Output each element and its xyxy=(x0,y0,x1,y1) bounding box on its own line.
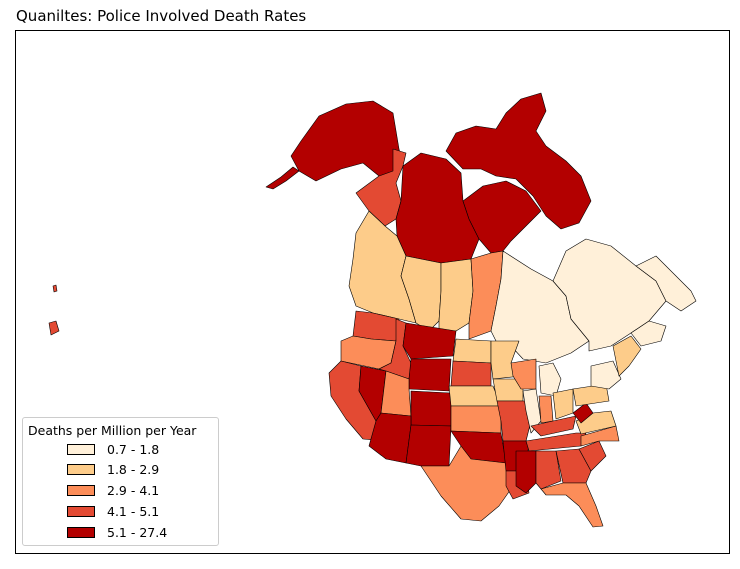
region-yukon xyxy=(355,148,407,227)
legend-swatch-q2 xyxy=(67,464,95,475)
region-utah xyxy=(380,370,412,417)
region-wisconsin xyxy=(510,358,537,390)
region-south-carolina xyxy=(578,440,607,472)
legend-item-q5: 5.1 - 27.4 xyxy=(67,525,217,540)
map-title: Quaniltes: Police Involved Death Rates xyxy=(16,7,307,25)
region-alaska xyxy=(290,100,404,182)
region-kentucky xyxy=(530,415,577,437)
region-colorado xyxy=(410,390,452,427)
legend-item-q3: 2.9 - 4.1 xyxy=(67,483,217,498)
region-south-dakota xyxy=(450,360,492,387)
region-wyoming xyxy=(408,358,452,392)
region-alabama xyxy=(535,450,562,490)
region-new-england xyxy=(612,335,642,377)
region-northwest-territories xyxy=(395,152,480,264)
region-nebraska xyxy=(448,385,502,407)
region-alaska-peninsula xyxy=(265,166,300,190)
legend-swatch-q5 xyxy=(67,527,95,538)
region-saskatchewan xyxy=(438,258,474,332)
region-michigan xyxy=(538,362,562,397)
region-montana xyxy=(402,322,457,360)
region-ohio xyxy=(552,388,574,420)
region-nunavut xyxy=(462,180,542,254)
region-hawaii-small xyxy=(52,284,58,293)
legend-swatch-q3 xyxy=(67,485,95,496)
region-kansas xyxy=(450,405,502,434)
region-british-columbia xyxy=(348,210,417,324)
region-arctic-islands xyxy=(445,92,592,230)
legend-label-q3: 2.9 - 4.1 xyxy=(107,483,160,498)
region-indiana xyxy=(538,395,554,424)
legend-label-q4: 4.1 - 5.1 xyxy=(107,504,160,519)
region-north-dakota xyxy=(452,338,492,364)
legend-item-q2: 1.8 - 2.9 xyxy=(67,462,217,477)
region-west-virginia xyxy=(572,402,594,424)
legend-label-q2: 1.8 - 2.9 xyxy=(107,462,160,477)
legend-title: Deaths per Million per Year xyxy=(28,423,197,438)
region-hawaii xyxy=(48,320,60,336)
legend-item-q4: 4.1 - 5.1 xyxy=(67,504,217,519)
legend-label-q1: 0.7 - 1.8 xyxy=(107,442,160,457)
region-new-mexico xyxy=(405,424,452,467)
legend-swatch-q1 xyxy=(67,444,95,455)
region-north-carolina xyxy=(580,425,620,447)
map-legend: Deaths per Million per Year 0.7 - 1.8 1.… xyxy=(22,417,219,546)
region-florida xyxy=(540,482,604,528)
legend-label-q5: 5.1 - 27.4 xyxy=(107,525,168,540)
choropleth-map xyxy=(48,92,697,528)
legend-item-q1: 0.7 - 1.8 xyxy=(67,442,217,457)
region-maritimes xyxy=(630,320,667,347)
region-mississippi xyxy=(515,450,537,494)
region-georgia xyxy=(555,448,592,484)
region-tennessee xyxy=(525,432,587,452)
legend-swatch-q4 xyxy=(67,506,95,517)
region-new-york xyxy=(590,360,622,390)
region-newfoundland-labrador xyxy=(635,255,697,312)
region-arizona xyxy=(368,412,412,464)
